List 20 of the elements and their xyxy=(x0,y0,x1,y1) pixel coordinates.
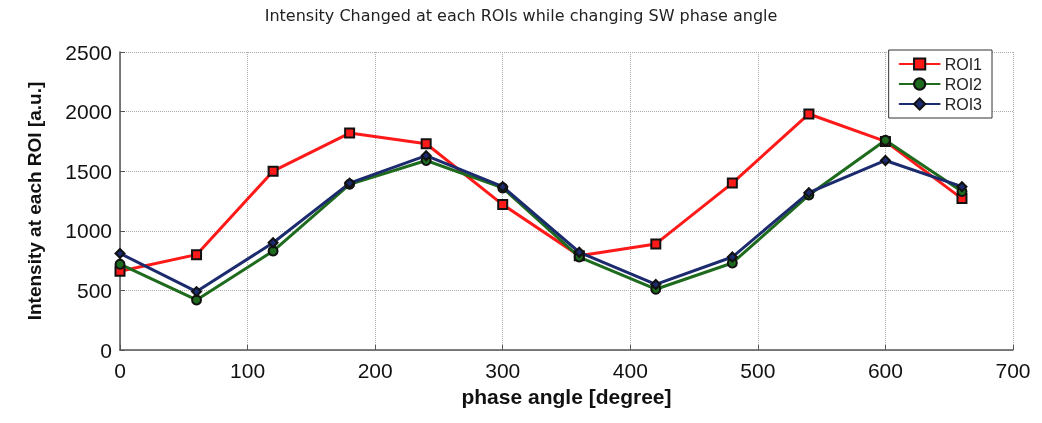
x-tick-label: 400 xyxy=(612,359,648,382)
x-tick-label: 100 xyxy=(230,359,266,382)
y-tick-label: 1000 xyxy=(65,219,112,243)
x-tick-label: 700 xyxy=(995,359,1031,382)
y-tick-label: 2000 xyxy=(65,100,112,124)
x-tick-label: 600 xyxy=(867,359,903,382)
x-axis-title: phase angle [degree] xyxy=(461,384,672,408)
legend-label: ROI3 xyxy=(944,95,983,113)
legend-label: ROI2 xyxy=(944,75,983,93)
chart-title: Intensity Changed at each ROIs while changing SW phase angle xyxy=(264,5,778,25)
y-tick-label: 500 xyxy=(76,278,112,302)
legend-label: ROI1 xyxy=(944,55,983,73)
y-tick-label: 2500 xyxy=(65,40,112,64)
y-axis-title: Intensity at each ROI [a.u.] xyxy=(24,81,45,321)
x-tick-label: 500 xyxy=(740,359,776,382)
x-tick-label: 200 xyxy=(357,359,393,382)
y-tick-label: 0 xyxy=(100,338,112,362)
x-tick-label: 0 xyxy=(114,359,126,382)
x-tick-label: 300 xyxy=(485,359,521,382)
y-tick-label: 1500 xyxy=(65,159,112,183)
